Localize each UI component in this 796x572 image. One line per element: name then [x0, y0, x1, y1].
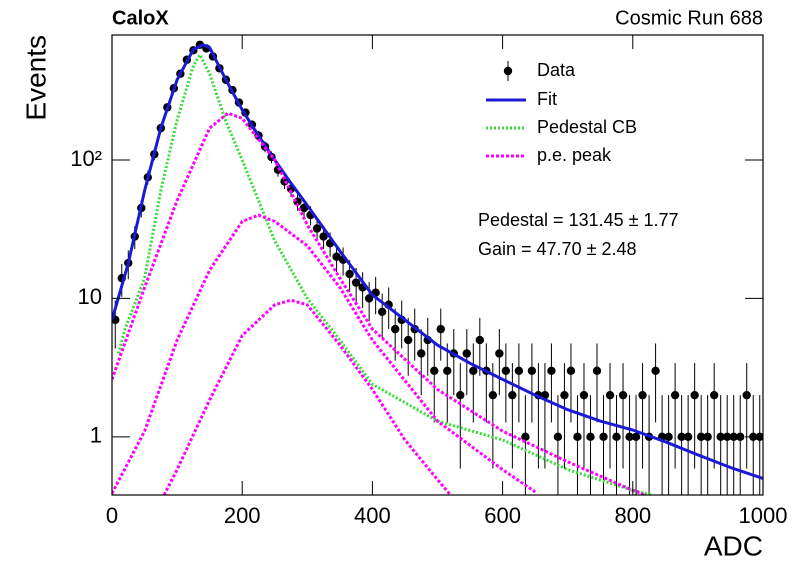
x-axis-label: ADC: [704, 530, 763, 561]
data-point: [651, 366, 660, 375]
data-point: [390, 324, 400, 334]
plot-area: [112, 40, 763, 495]
data-point: [547, 366, 556, 375]
data-point: [560, 390, 569, 400]
data-point: [670, 390, 680, 400]
pedestal-curve: [117, 51, 653, 495]
pe-peak-curve: [112, 111, 647, 495]
pe-peak-curve: [112, 213, 537, 495]
data-point: [436, 324, 445, 334]
annotation: Gain = 47.70 ± 2.48: [478, 239, 637, 259]
legend-label: p.e. peak: [537, 145, 612, 165]
data-point: [729, 432, 738, 442]
x-tick-label: 400: [354, 503, 391, 528]
data-point: [573, 432, 582, 442]
data-point: [404, 335, 413, 345]
data-point: [579, 390, 589, 400]
legend-marker: [503, 66, 513, 76]
data-point: [638, 390, 647, 400]
data-point: [521, 432, 530, 442]
x-tick-label: 1000: [739, 503, 788, 528]
data-point: [319, 232, 328, 241]
data-point: [586, 432, 595, 442]
chart-subtitle: Cosmic Run 688: [615, 7, 763, 29]
data-point: [501, 366, 511, 375]
data-point: [631, 432, 641, 442]
data-point: [364, 294, 374, 303]
data-point: [475, 335, 485, 345]
legend-label: Pedestal CB: [537, 117, 637, 137]
data-point: [351, 278, 361, 287]
data-point: [716, 432, 725, 442]
data-point: [462, 349, 471, 358]
data-point: [377, 307, 387, 317]
data-point: [566, 366, 576, 375]
y-tick-label: 10²: [70, 146, 102, 171]
data-point: [469, 366, 478, 375]
data-point: [709, 390, 719, 400]
x-tick-label: 600: [484, 503, 521, 528]
data-point: [618, 390, 628, 400]
y-tick-label: 1: [90, 423, 102, 448]
y-tick-label: 10: [78, 284, 102, 309]
data-point: [736, 432, 745, 442]
data-point: [488, 390, 498, 400]
data-point: [742, 390, 751, 400]
data-point: [443, 366, 452, 375]
chart-title: CaloX: [112, 7, 169, 29]
fit-curve: [112, 43, 763, 480]
data-point: [690, 390, 699, 400]
data-point: [527, 366, 537, 375]
y-axis-label: Events: [20, 35, 51, 121]
data-point: [664, 432, 673, 442]
data-point: [495, 349, 504, 358]
plot-frame: [111, 34, 764, 496]
data-point: [332, 252, 341, 261]
data-point: [612, 432, 621, 442]
data-point: [456, 390, 465, 400]
data-point: [514, 366, 524, 375]
data-point: [553, 432, 563, 442]
data-point: [696, 432, 706, 442]
x-tick-label: 0: [106, 503, 118, 528]
data-point: [417, 349, 426, 358]
data-point: [605, 390, 615, 400]
data-point: [312, 224, 322, 233]
data-point: [683, 432, 693, 442]
legend-label: Fit: [537, 89, 557, 109]
data-point: [345, 269, 354, 279]
data-point: [625, 432, 634, 442]
data-point: [592, 366, 602, 375]
legend-label: Data: [537, 60, 576, 80]
pe-peak-curve: [162, 298, 452, 495]
x-tick-label: 200: [224, 503, 261, 528]
x-tick-label: 800: [614, 503, 651, 528]
data-point: [599, 432, 608, 442]
data-point: [703, 432, 712, 442]
annotation: Pedestal = 131.45 ± 1.77: [478, 210, 679, 230]
data-point: [430, 366, 439, 375]
data-point: [722, 432, 732, 442]
data-point: [677, 432, 686, 442]
data-point: [508, 390, 517, 400]
